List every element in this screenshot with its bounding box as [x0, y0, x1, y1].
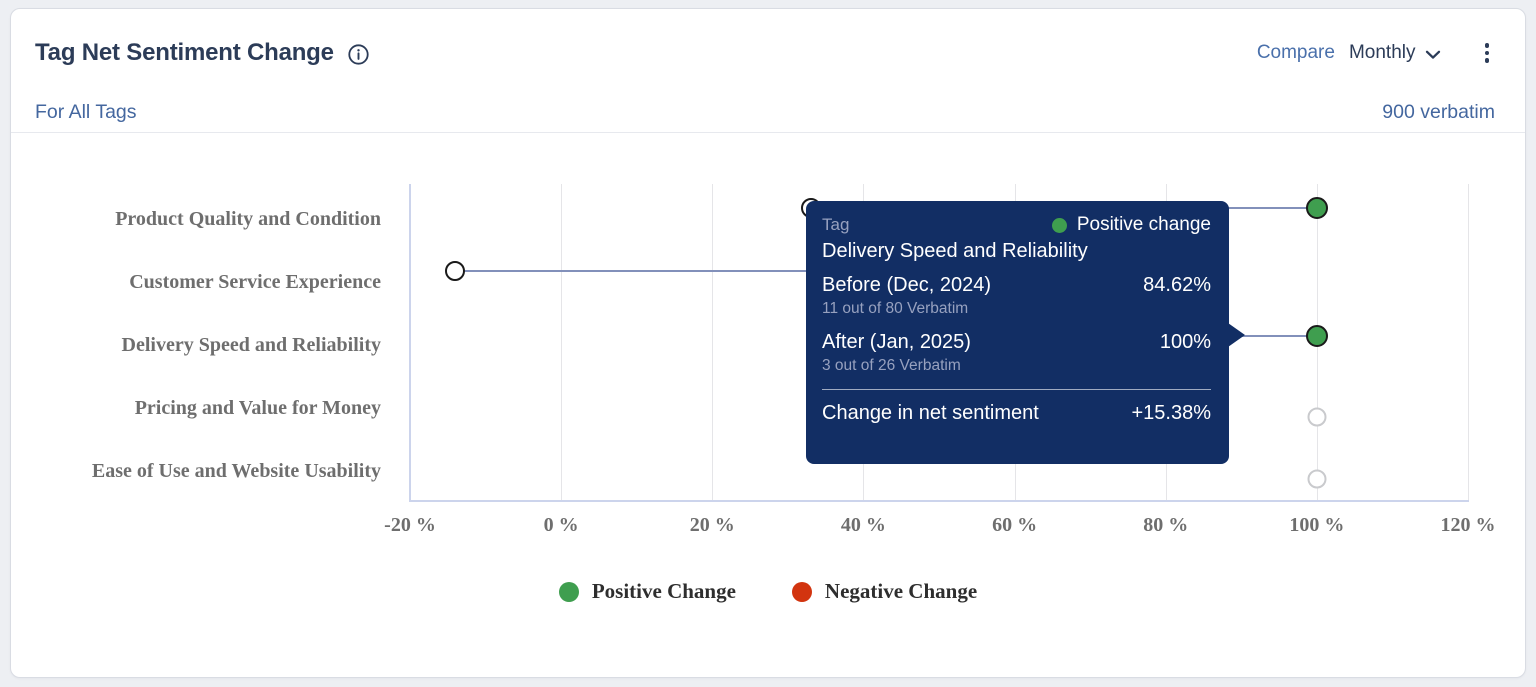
- x-tick-label: 100 %: [1289, 514, 1345, 536]
- category-label: Product Quality and Condition: [115, 208, 381, 230]
- legend-item-negative[interactable]: Negative Change: [791, 579, 978, 604]
- x-tick-label: 20 %: [689, 514, 735, 536]
- tooltip-change-label: Change in net sentiment: [822, 402, 1039, 424]
- chart-tooltip: Tag Positive change Delivery Speed and R…: [806, 201, 1245, 464]
- positive-change-dot-icon: [1051, 217, 1067, 233]
- x-tick-label: 80 %: [1143, 514, 1189, 536]
- gridline: [561, 184, 563, 500]
- no-change-marker[interactable]: [1307, 469, 1327, 489]
- chevron-down-icon: [1425, 50, 1441, 60]
- compare-period-value: Monthly: [1348, 42, 1416, 63]
- before-marker[interactable]: [445, 261, 466, 281]
- tooltip-change-value: +15.38%: [1131, 402, 1211, 424]
- tooltip-change-type-label: Positive change: [1076, 214, 1211, 235]
- no-change-marker[interactable]: [1307, 407, 1327, 427]
- gridline: [712, 184, 714, 500]
- x-axis-line: [409, 500, 1469, 502]
- page-title: Tag Net Sentiment Change: [35, 39, 334, 66]
- compare-label: Compare: [1256, 42, 1335, 63]
- y-axis-line: [409, 184, 411, 500]
- compare-period-dropdown[interactable]: Monthly: [1349, 42, 1441, 64]
- x-tick-label: 60 %: [992, 514, 1038, 536]
- after-marker[interactable]: [1305, 325, 1328, 347]
- x-tick-label: 120 %: [1440, 514, 1496, 536]
- chart-legend: Positive Change Negative Change: [11, 579, 1525, 604]
- kebab-menu-icon[interactable]: [1479, 39, 1496, 67]
- gridline: [1468, 184, 1469, 500]
- legend-item-positive[interactable]: Positive Change: [558, 579, 736, 604]
- category-label: Customer Service Experience: [129, 271, 381, 293]
- category-label: Pricing and Value for Money: [134, 397, 381, 419]
- card-subheader: For All Tags 900 verbatim: [35, 99, 1495, 125]
- tooltip-before-label: Before (Dec, 2024): [822, 274, 991, 296]
- x-tick-label: 0 %: [543, 514, 579, 536]
- category-label: Delivery Speed and Reliability: [121, 334, 381, 356]
- dumbbell-connector: [1200, 335, 1317, 337]
- tooltip-change-type: Positive change: [1051, 214, 1211, 236]
- tooltip-before-value: 84.62%: [1143, 274, 1211, 296]
- tooltip-arrow-right: [1228, 323, 1245, 347]
- tooltip-tag-label: Tag: [822, 215, 850, 234]
- tooltip-divider: [822, 389, 1211, 390]
- subtitle-for-all-tags: For All Tags: [35, 100, 137, 123]
- after-marker[interactable]: [1305, 197, 1328, 219]
- tooltip-tag-name: Delivery Speed and Reliability: [822, 240, 1088, 262]
- header-divider: [11, 132, 1525, 133]
- x-tick-label: -20 %: [384, 514, 436, 536]
- tag-net-sentiment-card: Tag Net Sentiment Change Compare Monthly: [10, 8, 1526, 678]
- category-label: Ease of Use and Website Usability: [91, 460, 381, 482]
- info-icon[interactable]: [347, 43, 370, 66]
- legend-label-positive: Positive Change: [591, 579, 736, 603]
- dumbbell-connector: [455, 270, 1128, 272]
- header-actions: Compare Monthly: [1257, 39, 1495, 67]
- negative-change-legend-icon: [791, 581, 812, 602]
- tooltip-before-detail: 11 out of 80 Verbatim: [822, 300, 969, 317]
- title-wrap: Tag Net Sentiment Change: [35, 39, 370, 67]
- tooltip-after-detail: 3 out of 26 Verbatim: [822, 357, 961, 374]
- tooltip-after-value: 100%: [1159, 331, 1211, 353]
- x-tick-label: 40 %: [840, 514, 886, 536]
- tooltip-after-label: After (Jan, 2025): [822, 331, 971, 353]
- legend-label-negative: Negative Change: [824, 579, 978, 603]
- verbatim-count[interactable]: 900 verbatim: [1382, 100, 1495, 123]
- positive-change-legend-icon: [558, 581, 579, 602]
- chart-stage: -20 % 0 % 20 % 40 % 60 % 80 % 100 % 120 % Produc…: [11, 9, 1525, 677]
- card-header: Tag Net Sentiment Change Compare Monthly: [35, 35, 1495, 71]
